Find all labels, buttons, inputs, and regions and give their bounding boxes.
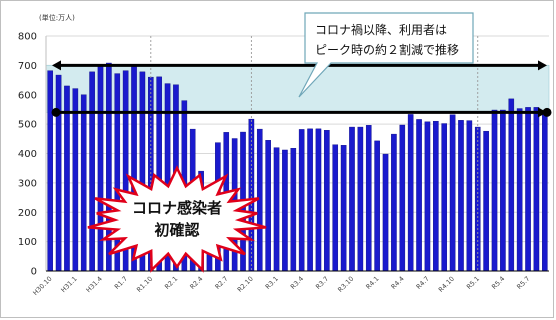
bar <box>500 109 506 272</box>
burst-callout: コロナ感染者 初確認 <box>87 165 267 273</box>
bar <box>491 109 498 272</box>
range-arrow-dot-right <box>542 107 552 117</box>
bar <box>80 94 87 272</box>
x-tick-label: R1.7 <box>113 275 129 291</box>
bar <box>307 128 313 272</box>
shaded-band <box>45 65 550 113</box>
callout-line-2: ピーク時の約２割減で推移 <box>315 42 459 57</box>
bar <box>365 125 372 272</box>
bar <box>466 120 473 272</box>
x-tick-label: R3.4 <box>289 275 305 291</box>
y-tick-label: 600 <box>18 90 37 101</box>
range-arrow-head-right <box>538 60 547 71</box>
bar <box>55 74 62 272</box>
bar <box>424 121 431 272</box>
x-tick-label: R4.7 <box>415 275 431 291</box>
y-tick-labels: 0 100 200 300 400 500 600 700 800 <box>18 32 37 278</box>
range-arrows <box>51 60 552 118</box>
y-tick-label: 400 <box>18 149 37 160</box>
bar <box>332 144 339 272</box>
y-tick-label: 800 <box>18 32 37 43</box>
range-arrow-dot-left <box>51 107 61 117</box>
y-tick-label: 500 <box>18 120 37 131</box>
x-tick-label: R2.7 <box>213 275 229 291</box>
bar <box>525 107 531 272</box>
bar <box>89 71 95 272</box>
callout-line-1: コロナ禍以降、利用者は <box>315 22 447 37</box>
bar <box>508 98 515 272</box>
y-tick-label: 300 <box>18 178 37 189</box>
x-tick-label: R2.1 <box>163 275 179 291</box>
bar <box>391 133 397 272</box>
bar <box>433 120 439 272</box>
bar <box>449 114 456 272</box>
bar <box>324 130 330 272</box>
burst-line-2: 初確認 <box>154 221 199 239</box>
bar <box>416 119 422 272</box>
bar <box>483 130 489 272</box>
y-tick-label: 700 <box>18 61 37 72</box>
shaded-range-band <box>45 65 550 113</box>
bar <box>298 129 305 272</box>
range-arrow-head-left <box>52 60 61 71</box>
x-tick-label: R4.4 <box>390 275 406 291</box>
unit-label: (単位:万人) <box>39 13 75 22</box>
bar <box>282 149 288 272</box>
callout-shape <box>298 12 474 98</box>
x-tick-label: R2.4 <box>188 275 204 291</box>
burst-shape <box>87 165 267 273</box>
axes <box>45 36 549 272</box>
x-tick-label: H31.4 <box>85 275 104 294</box>
x-tick-label: R4.1 <box>364 275 380 291</box>
y-tick-label: 200 <box>18 208 37 219</box>
bar <box>399 124 406 272</box>
dashed-markers <box>150 36 479 271</box>
x-tick-label: H31.1 <box>59 275 78 294</box>
x-tick-label: R1.10 <box>135 275 154 294</box>
burst-line-1: コロナ感染者 <box>132 199 222 217</box>
bar <box>382 153 389 272</box>
bar <box>374 140 380 272</box>
bar <box>533 107 540 272</box>
bar <box>357 126 364 272</box>
x-tick-label: R2.10 <box>236 275 255 294</box>
x-tick-label: R3.7 <box>314 275 330 291</box>
x-tick-label: R5.1 <box>465 275 481 291</box>
bar <box>441 123 448 272</box>
bar <box>516 108 523 272</box>
bar <box>315 128 322 272</box>
bar <box>265 140 271 272</box>
x-tick-label: H30.10 <box>31 275 53 297</box>
bar <box>273 147 280 272</box>
y-tick-label: 0 <box>31 267 37 278</box>
x-tick-label: R5.7 <box>515 275 531 291</box>
x-tick-label: R3.1 <box>264 275 280 291</box>
x-tick-label: R4.10 <box>437 275 456 294</box>
x-tick-labels: H30.10 H31.1 H31.4 R1.7 R1.10 R2.1 R2.4 R2.7 R2.… <box>31 275 531 297</box>
bar <box>290 148 297 272</box>
y-tick-label: 100 <box>18 237 37 248</box>
bar <box>340 145 347 272</box>
bar <box>72 88 79 272</box>
bar <box>407 114 414 272</box>
bar <box>542 111 548 272</box>
bar <box>458 120 464 272</box>
x-tick-label: R3.10 <box>336 275 355 294</box>
bar <box>47 70 53 272</box>
callout-box: コロナ禍以降、利用者は ピーク時の約２割減で推移 <box>298 12 474 98</box>
bar <box>114 73 121 272</box>
x-tick-label: R5.4 <box>490 275 506 291</box>
bar <box>349 126 355 272</box>
